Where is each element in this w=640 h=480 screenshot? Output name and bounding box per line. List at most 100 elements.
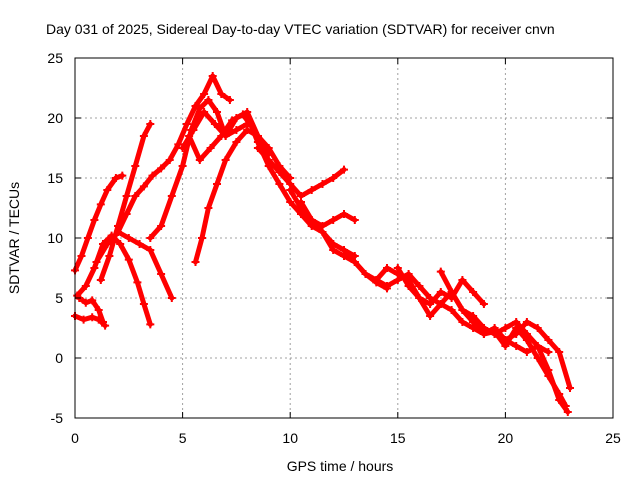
data-point-track-8 xyxy=(178,162,187,170)
data-point-track-10 xyxy=(228,116,237,125)
data-point-track-7 xyxy=(157,164,166,173)
data-point-track-14 xyxy=(286,186,295,194)
data-point-track-11 xyxy=(204,204,213,212)
data-point-track-5 xyxy=(124,234,133,242)
series-track-18 xyxy=(395,265,498,337)
data-point-track-1 xyxy=(83,234,92,242)
x-tick-label: 5 xyxy=(179,430,187,446)
data-point-track-7 xyxy=(208,72,217,80)
data-point-track-22 xyxy=(533,324,542,332)
data-point-track-6 xyxy=(139,132,148,140)
data-point-track-11 xyxy=(264,144,273,152)
data-point-track-22 xyxy=(544,336,553,344)
data-point-track-2 xyxy=(139,300,148,308)
data-point-track-2 xyxy=(90,264,99,272)
series-track-7 xyxy=(115,73,233,235)
data-point-track-11 xyxy=(191,258,200,266)
data-point-track-12 xyxy=(340,165,348,174)
data-point-track-6 xyxy=(122,192,131,200)
data-point-track-19 xyxy=(522,348,531,356)
data-point-track-17 xyxy=(458,276,467,284)
data-point-track-19 xyxy=(436,300,445,308)
data-point-track-19 xyxy=(415,282,424,290)
x-tick-label: 25 xyxy=(605,430,621,446)
y-tick-label: -5 xyxy=(51,410,64,426)
data-point-track-12 xyxy=(307,186,316,194)
axis-ticks: 0 5 10 15 20 25 -5 0 5 10 15 20 25 xyxy=(47,50,621,446)
data-point-track-20 xyxy=(563,408,572,416)
data-point-track-9 xyxy=(189,126,198,134)
data-point-track-17 xyxy=(436,288,445,296)
data-point-track-7 xyxy=(165,156,174,164)
data-point-track-16 xyxy=(361,270,370,278)
data-point-track-19 xyxy=(544,348,553,356)
data-point-track-5 xyxy=(103,240,112,248)
data-point-track-9 xyxy=(178,144,187,152)
data-point-track-13 xyxy=(286,198,295,206)
data-point-track-16 xyxy=(340,252,348,260)
data-point-track-14 xyxy=(329,216,338,224)
data-point-track-12 xyxy=(275,168,284,176)
data-point-track-16 xyxy=(383,284,391,293)
data-point-track-17 xyxy=(479,300,488,308)
data-point-track-15 xyxy=(307,216,316,224)
data-point-track-13 xyxy=(275,180,284,188)
data-point-track-1 xyxy=(96,200,105,209)
data-point-track-21 xyxy=(522,336,531,344)
data-point-track-22 xyxy=(555,348,564,356)
data-point-track-1 xyxy=(103,186,112,194)
x-axis-label: GPS time / hours xyxy=(287,458,394,474)
data-point-track-5 xyxy=(157,270,166,278)
data-point-track-9 xyxy=(200,108,209,116)
data-point-track-22 xyxy=(522,318,531,326)
data-point-track-7 xyxy=(225,96,234,104)
data-point-track-11 xyxy=(232,138,241,146)
grid-lines xyxy=(75,58,613,418)
data-point-track-21 xyxy=(544,372,553,380)
data-point-track-7 xyxy=(122,210,131,218)
data-point-track-19 xyxy=(447,306,456,314)
data-point-track-10 xyxy=(206,144,215,152)
data-point-track-21 xyxy=(561,402,570,410)
data-point-track-1 xyxy=(90,216,99,224)
data-point-track-12 xyxy=(318,180,327,188)
data-point-track-19 xyxy=(426,294,435,302)
data-point-track-19 xyxy=(512,342,521,350)
data-point-track-2 xyxy=(116,240,125,248)
data-point-track-22 xyxy=(501,336,510,344)
data-point-track-1 xyxy=(111,174,120,182)
data-point-track-5 xyxy=(146,246,155,254)
data-point-track-22 xyxy=(566,384,574,392)
x-tick-label: 15 xyxy=(390,430,406,446)
data-point-track-15 xyxy=(297,198,305,206)
data-point-track-2 xyxy=(124,255,133,264)
data-point-track-7 xyxy=(182,120,191,128)
data-point-track-9 xyxy=(243,108,252,116)
data-point-track-7 xyxy=(114,228,122,236)
data-point-track-4 xyxy=(94,306,103,314)
data-point-track-10 xyxy=(238,110,247,119)
data-point-track-16 xyxy=(350,258,359,266)
data-point-track-2 xyxy=(133,278,142,287)
data-point-track-12 xyxy=(329,174,338,182)
data-point-track-20 xyxy=(458,306,467,314)
data-point-track-20 xyxy=(447,288,456,296)
data-point-track-13 xyxy=(253,138,262,146)
y-tick-label: 5 xyxy=(55,290,63,306)
data-point-track-8 xyxy=(232,126,241,134)
data-point-track-6 xyxy=(146,120,155,128)
series-track-21 xyxy=(470,319,569,409)
chart-title: Day 031 of 2025, Sidereal Day-to-day VTE… xyxy=(46,21,555,37)
data-point-track-5 xyxy=(135,240,144,248)
x-tick-label: 0 xyxy=(71,430,79,446)
y-tick-label: 0 xyxy=(55,350,63,366)
data-point-track-11 xyxy=(198,234,206,242)
data-point-track-8 xyxy=(146,234,155,242)
data-point-track-7 xyxy=(174,140,183,149)
data-point-track-7 xyxy=(139,182,148,191)
data-point-track-14 xyxy=(350,216,359,224)
data-point-track-6 xyxy=(105,252,114,260)
x-tick-label: 20 xyxy=(498,430,514,446)
data-point-track-18 xyxy=(393,264,402,272)
